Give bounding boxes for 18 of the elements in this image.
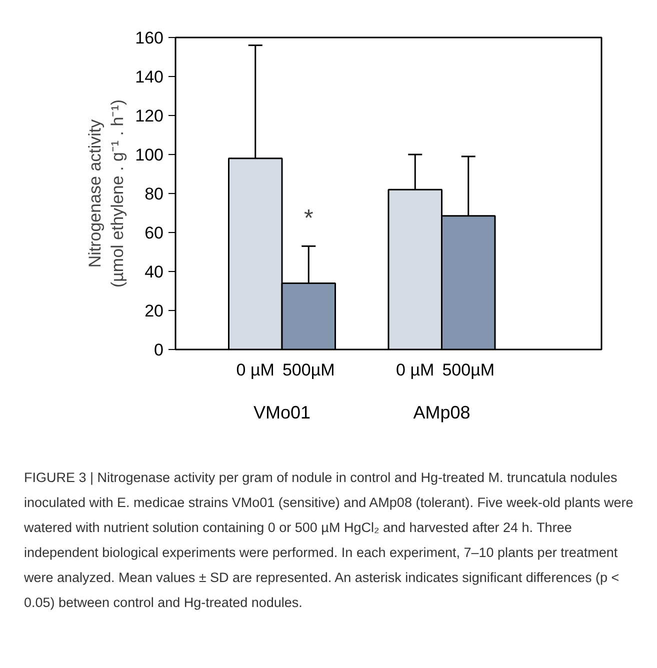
- x-tick-label: 0 µM: [236, 360, 274, 380]
- y-tick-label: 100: [135, 146, 164, 164]
- y-axis-title: Nitrogenase activity (µmol ethylene . g⁻¹ . h⁻¹): [85, 99, 128, 288]
- y-tick-label: 20: [144, 302, 164, 320]
- x-tick-label: 0 µM: [396, 360, 434, 380]
- y-tick-label: 80: [144, 184, 164, 204]
- x-tick-label: 500µM: [442, 360, 495, 380]
- text: VMo01: [253, 402, 311, 422]
- y-tick-label: 140: [135, 68, 164, 86]
- y-tick-label: 120: [135, 106, 164, 126]
- x-tick-label: 500µM: [282, 360, 335, 380]
- y-tick-label: 60: [144, 224, 164, 242]
- caption: FIGURE 3 | Nitrogenase activity per gram of nodule in control and Hg-treated M. truncatula nodules inoculated with E. medicae strains VMo01 (sensitive) and AMp08 (tolerant). Five week-old plants were watered with nutrient solution containing 0 or 500 µM HgCl₂ and harvested after 24 h. Three independent biological experiments were performed. In each experiment, 7–10 plants per treatment were analyzed. Mean values ± SD are represented. An asterisk indicates significant differences (p < 0.05) between control and Hg-treated nodules.: [24, 469, 634, 612]
- annotation: *: [304, 205, 314, 232]
- y-tick-label: 160: [135, 28, 164, 48]
- y-tick-label: 40: [144, 262, 164, 282]
- y-tick-label: 0: [154, 340, 164, 360]
- text: AMp08: [413, 402, 470, 422]
